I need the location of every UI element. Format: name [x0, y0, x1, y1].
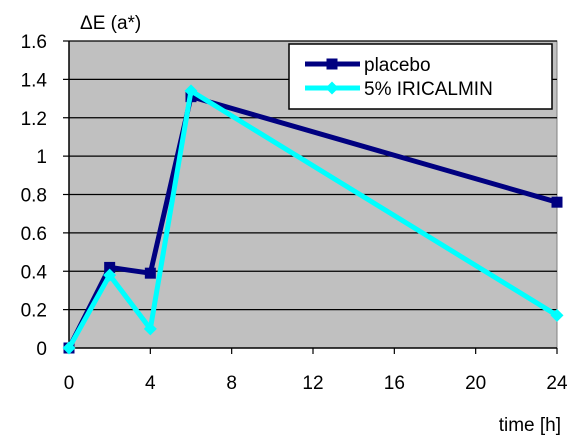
legend: placebo 5% IRICALMIN [288, 43, 553, 110]
y-tick-label-2: 0.4 [21, 262, 48, 283]
x-tick-label-4: 16 [384, 373, 405, 394]
y-tick-label-1: 0.2 [21, 301, 47, 322]
x-tick-label-0: 0 [64, 373, 75, 394]
y-tick-label-8: 1.6 [21, 32, 47, 53]
data-point-0-4 [551, 196, 563, 208]
legend-label-0: placebo [364, 55, 431, 76]
x-tick-label-6: 24 [546, 373, 568, 394]
series-1 [62, 84, 564, 355]
y-tick-label-6: 1.2 [21, 109, 47, 130]
data-point-1-3 [184, 84, 198, 98]
y-tick-label-7: 1.4 [21, 70, 48, 91]
legend-marker-1 [325, 81, 339, 95]
axes [63, 40, 558, 354]
data-point-1-4 [550, 308, 564, 322]
y-tick-label-0: 0 [36, 339, 47, 360]
x-tick-label-1: 4 [145, 373, 156, 394]
legend-marker-0 [326, 58, 338, 70]
legend-box [288, 43, 553, 110]
x-tick-label-5: 20 [465, 373, 486, 394]
y-tick-label-3: 0.6 [21, 224, 47, 245]
series-group [62, 84, 564, 355]
data-point-1-2 [143, 322, 157, 336]
data-point-1-1 [103, 268, 117, 282]
x-axis-title: time [h] [499, 415, 561, 436]
y-axis-title: ΔE (a*) [80, 13, 141, 34]
x-tick-label-3: 12 [302, 373, 323, 394]
legend-label-1: 5% IRICALMIN [364, 79, 493, 100]
y-tick-label-5: 1 [36, 147, 47, 168]
data-point-1-0 [62, 341, 76, 355]
x-tick-label-2: 8 [226, 373, 237, 394]
tick-labels: 0 0.2 0.4 0.6 0.8 1 1.2 1.4 1.6 0 4 8 12 16 20 24 [21, 32, 568, 394]
y-tick-label-4: 0.8 [21, 186, 47, 207]
data-point-0-1 [104, 261, 116, 273]
data-point-0-2 [144, 267, 156, 279]
